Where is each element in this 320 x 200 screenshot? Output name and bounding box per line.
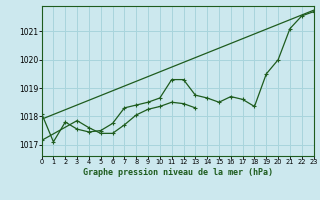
X-axis label: Graphe pression niveau de la mer (hPa): Graphe pression niveau de la mer (hPa) [83,168,273,177]
